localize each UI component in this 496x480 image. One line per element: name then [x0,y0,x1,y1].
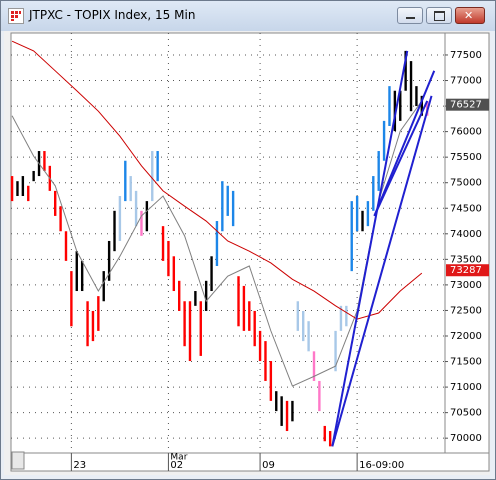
minimize-button[interactable] [397,7,423,24]
app-icon [8,8,24,24]
moving-average [11,100,423,387]
scroll-box[interactable] [11,451,25,470]
close-button[interactable]: ✕ [455,7,485,24]
y-tick-label: 73500 [450,254,482,265]
plot-area [10,32,446,454]
x-tick-label: 09 [262,460,275,471]
price-tag [446,264,489,277]
y-tick-label: 70000 [450,433,482,444]
y-tick-label: 71000 [450,382,482,393]
y-tick-label: 76000 [450,127,482,138]
x-tick-label: 23 [73,460,86,471]
y-tick-label: 72000 [450,331,482,342]
y-tick-label: 73000 [450,280,482,291]
price-tag [446,98,489,111]
price-tag-label: 73287 [450,265,482,276]
trend-line [373,100,429,217]
y-tick-label: 77500 [450,50,482,61]
y-tick-label: 75000 [450,178,482,189]
y-tick-label: 77000 [450,76,482,87]
x-tick-label: 02 [170,460,183,471]
price-tag-label: 76527 [450,100,482,111]
y-tick-label: 72500 [450,305,482,316]
y-tick-label: 75500 [450,152,482,163]
title-bar: JTPXC - TOPIX Index, 15 Min ✕ [1,1,495,31]
trend-line [373,70,436,217]
y-tick-label: 71500 [450,357,482,368]
x-tick-label-upper: Mar [170,453,187,463]
x-axis-area [10,452,490,472]
x-tick-label: 16-09:00 [359,460,404,471]
window-title: JTPXC - TOPIX Index, 15 Min [29,8,196,22]
trend-line [331,50,409,447]
moving-average [11,40,423,320]
maximize-button[interactable] [426,7,452,24]
y-tick-label: 74500 [450,203,482,214]
trend-line [331,95,433,447]
chart: 70000 70500 71000 71500 72000 72500 73000 73500… [4,31,490,475]
y-tick-label: 74000 [450,229,482,240]
y-tick-label: 70500 [450,408,482,419]
